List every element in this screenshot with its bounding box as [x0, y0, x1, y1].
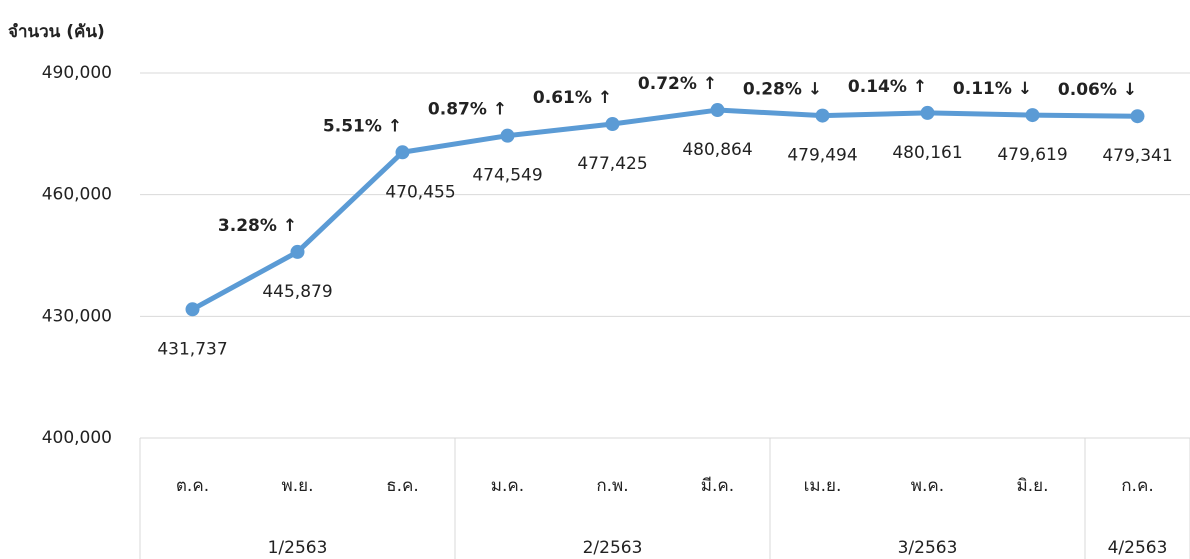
x-tick-label: ก.พ. — [596, 476, 628, 496]
group-label: 1/2563 — [268, 538, 328, 558]
point — [815, 108, 830, 123]
data-label: 480,161 — [892, 143, 962, 163]
x-tick-label: ต.ค. — [176, 476, 209, 496]
x-tick-label: ธ.ค. — [386, 476, 419, 496]
data-label: 479,494 — [787, 146, 857, 166]
x-tick-label: พ.ค. — [911, 476, 944, 496]
data-label: 445,879 — [262, 282, 332, 302]
point — [500, 128, 515, 143]
y-tick-label: 460,000 — [42, 185, 112, 205]
point — [395, 145, 410, 160]
x-tick-label: เม.ย. — [804, 476, 842, 496]
point — [920, 105, 935, 120]
annotation: 5.51% ↑ — [323, 116, 402, 136]
annotation: 0.06% ↓ — [1058, 80, 1137, 100]
annotation: 0.72% ↑ — [638, 74, 717, 94]
y-axis-label: จำนวน (คัน) — [8, 22, 105, 42]
group-label: 4/2563 — [1108, 538, 1168, 558]
x-tick-label: ก.ค. — [1121, 476, 1153, 496]
y-tick-label: 430,000 — [42, 306, 112, 326]
point — [710, 103, 725, 118]
data-label: 431,737 — [157, 339, 227, 359]
annotation: 3.28% ↑ — [218, 216, 297, 236]
data-label: 480,864 — [682, 140, 752, 160]
point — [1025, 108, 1040, 123]
data-label: 474,549 — [472, 166, 542, 186]
line — [191, 107, 1138, 312]
annotation: 0.61% ↑ — [533, 88, 612, 108]
point — [290, 244, 305, 259]
annotation: 0.14% ↑ — [848, 77, 927, 97]
group-label: 2/2563 — [583, 538, 643, 558]
x-tick-label: มี.ค. — [701, 476, 734, 496]
point — [1130, 109, 1145, 124]
x-tick-label: มิ.ย. — [1017, 476, 1049, 496]
annotation: 0.87% ↑ — [428, 100, 507, 120]
data-label: 477,425 — [577, 154, 647, 174]
data-label: 470,455 — [385, 182, 455, 202]
x-tick-label: ม.ค. — [491, 476, 524, 496]
point — [605, 116, 620, 131]
annotation: 0.28% ↓ — [743, 80, 822, 100]
annotation: 0.11% ↓ — [953, 79, 1032, 99]
group-label: 3/2563 — [898, 538, 958, 558]
data-label: 479,619 — [997, 145, 1067, 165]
point — [185, 302, 200, 317]
y-tick-label: 400,000 — [42, 428, 112, 448]
data-label: 479,341 — [1102, 146, 1172, 166]
x-tick-label: พ.ย. — [282, 476, 314, 496]
y-tick-label: 490,000 — [42, 63, 112, 83]
